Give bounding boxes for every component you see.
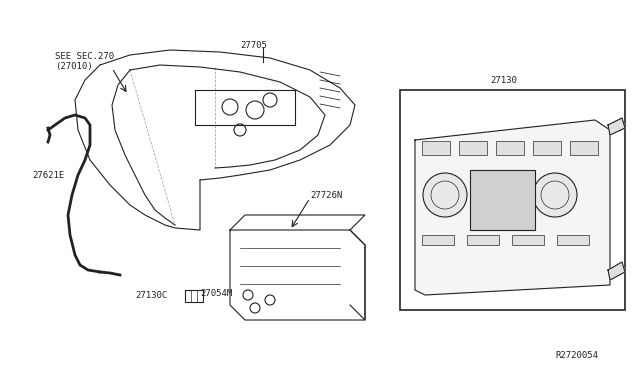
Bar (496, 141, 524, 155)
Text: 27621E: 27621E (32, 170, 64, 180)
Bar (459, 141, 487, 155)
Bar (467, 235, 499, 245)
Text: 27130C: 27130C (135, 291, 167, 299)
Circle shape (533, 173, 577, 217)
Polygon shape (608, 262, 625, 280)
Bar (557, 235, 589, 245)
Bar (570, 141, 598, 155)
Bar (400, 90, 625, 310)
Bar (422, 235, 454, 245)
Circle shape (423, 173, 467, 217)
Bar (533, 141, 561, 155)
Bar (470, 170, 535, 230)
Text: R2720054: R2720054 (555, 350, 598, 359)
Bar (512, 235, 544, 245)
Text: 27130: 27130 (490, 76, 517, 84)
Polygon shape (608, 118, 625, 135)
Text: 27705: 27705 (240, 41, 267, 49)
Polygon shape (415, 120, 610, 295)
Text: SEE SEC.270
(27010): SEE SEC.270 (27010) (55, 52, 114, 71)
Bar (422, 141, 450, 155)
Text: 27054M: 27054M (200, 289, 232, 298)
Text: 27726N: 27726N (310, 190, 342, 199)
